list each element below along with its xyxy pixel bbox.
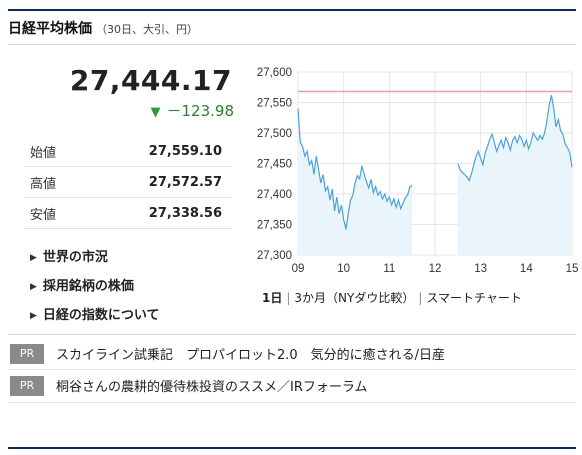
range-3month[interactable]: 3か月（NYダウ比較） [294, 291, 415, 305]
ohl-value: 27,559.10 [148, 144, 222, 159]
link-world-markets[interactable]: ▶ 世界の市況 [30, 246, 160, 275]
chart-y-ticks: 27,600 27,550 27,500 27,450 27,400 27,350 27,3… [257, 67, 292, 262]
chart-x-ticks: 09 10 11 12 13 14 15 [292, 263, 579, 275]
related-links: ▶ 世界の市況 ▶ 採用銘柄の株価 ▶ 日経の指数について [30, 246, 160, 333]
title-text: 日経平均株価 [8, 21, 92, 37]
y-tick-label: 27,500 [257, 128, 292, 140]
ohl-table: 始値 27,559.10 高値 27,572.57 安値 27,338.56 [24, 136, 232, 229]
chart-lines [297, 95, 573, 230]
ohl-row-high: 高値 27,572.57 [24, 167, 232, 198]
chart-area [298, 95, 572, 256]
x-tick-label: 13 [474, 263, 487, 275]
triangle-right-icon: ▶ [30, 311, 37, 321]
y-tick-label: 27,550 [257, 98, 292, 110]
pr-badge: PR [10, 344, 44, 364]
header-divider [8, 44, 576, 45]
series-line [297, 108, 413, 230]
down-triangle-icon: ▼ [150, 105, 161, 120]
pr-divider [8, 334, 576, 335]
bottom-rule [8, 447, 576, 449]
pr-item[interactable]: PR スカイライン試乗記 プロパイロット2.0 気分的に癒される/日産 [8, 340, 576, 370]
range-separator: | [286, 291, 291, 305]
pr-divider [8, 369, 576, 370]
ohl-label: 始値 [30, 146, 57, 161]
top-rule [8, 9, 576, 11]
y-tick-label: 27,350 [257, 220, 292, 232]
pr-text[interactable]: スカイライン試乗記 プロパイロット2.0 気分的に癒される/日産 [56, 348, 446, 363]
x-tick-label: 15 [566, 263, 579, 275]
series-area [298, 108, 413, 255]
triangle-right-icon: ▶ [30, 282, 37, 292]
change-value: －123.98 [166, 102, 235, 120]
pr-item[interactable]: PR 桐谷さんの農耕的優待株投資のススメ／IRフォーラム [8, 372, 576, 402]
ohl-value: 27,338.56 [148, 206, 222, 221]
x-tick-label: 11 [383, 263, 395, 275]
ohl-label: 高値 [30, 177, 57, 192]
x-tick-label: 10 [337, 263, 350, 275]
link-label[interactable]: 日経の指数について [42, 308, 160, 323]
ohl-row-low: 安値 27,338.56 [24, 198, 232, 229]
y-tick-label: 27,600 [257, 67, 292, 79]
y-tick-label: 27,450 [257, 159, 292, 171]
pr-text[interactable]: 桐谷さんの農耕的優待株投資のススメ／IRフォーラム [56, 380, 368, 395]
title-subtitle: （30日、大引、円） [96, 23, 198, 36]
range-separator: | [418, 291, 423, 305]
range-selector: 1日 | 3か月（NYダウ比較） | スマートチャート [262, 289, 522, 306]
ohl-value: 27,572.57 [148, 175, 222, 190]
series-line [457, 95, 573, 183]
link-constituent-prices[interactable]: ▶ 採用銘柄の株価 [30, 275, 160, 304]
price-change: ▼ －123.98 [151, 100, 235, 121]
intraday-chart: 27,600 27,550 27,500 27,450 27,400 27,350 27,3… [257, 67, 579, 275]
link-label[interactable]: 採用銘柄の株価 [42, 279, 134, 294]
x-tick-label: 09 [292, 263, 305, 275]
pr-badge: PR [10, 376, 44, 396]
x-tick-label: 14 [520, 263, 533, 275]
smart-chart-link[interactable]: スマートチャート [426, 291, 522, 305]
x-tick-label: 12 [429, 263, 442, 275]
link-label[interactable]: 世界の市況 [42, 250, 108, 265]
series-area [457, 95, 572, 256]
index-price: 27,444.17 [69, 64, 232, 97]
y-tick-label: 27,400 [257, 189, 292, 201]
triangle-right-icon: ▶ [30, 253, 37, 263]
ohl-row-open: 始値 27,559.10 [24, 136, 232, 167]
range-1day[interactable]: 1日 [262, 291, 283, 305]
ohl-label: 安値 [30, 208, 57, 223]
y-tick-label: 27,300 [257, 250, 292, 262]
pr-divider [8, 402, 576, 403]
link-about-nikkei-index[interactable]: ▶ 日経の指数について [30, 304, 160, 333]
page-title: 日経平均株価 （30日、大引、円） [8, 18, 198, 38]
